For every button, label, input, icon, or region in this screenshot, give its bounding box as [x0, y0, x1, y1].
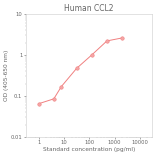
Y-axis label: OD (405-650 nm): OD (405-650 nm): [4, 50, 9, 101]
Title: Human CCL2: Human CCL2: [64, 4, 114, 13]
X-axis label: Standard concentration (pg/ml): Standard concentration (pg/ml): [43, 147, 135, 152]
